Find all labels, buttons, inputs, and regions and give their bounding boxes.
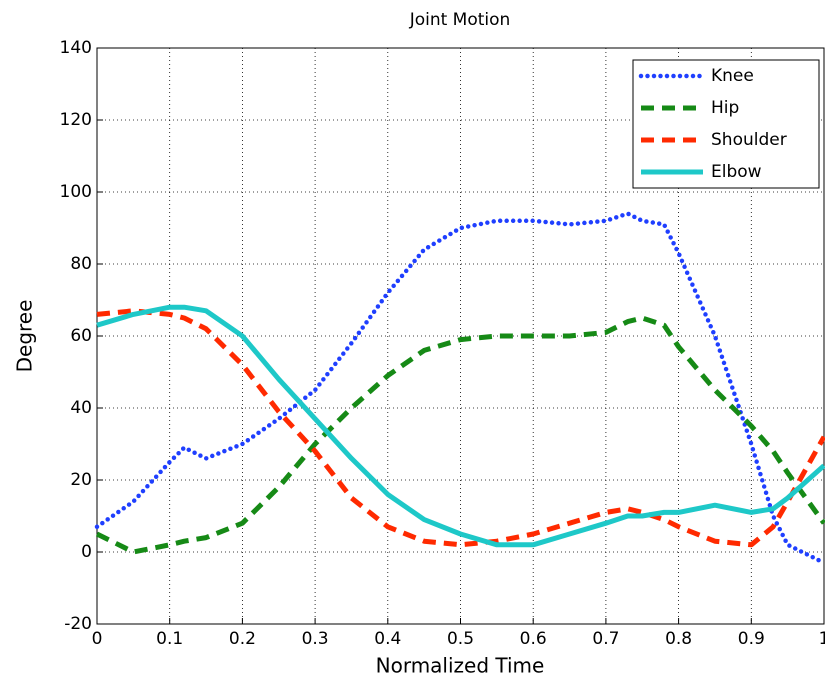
- data-line: [94, 211, 825, 566]
- legend-label: Elbow: [711, 162, 762, 182]
- y-tick-label: 20: [70, 470, 92, 490]
- y-tick-label: 140: [60, 38, 92, 58]
- data-line: [96, 308, 825, 548]
- legend-label: Hip: [711, 98, 739, 118]
- x-tick-label: 1: [819, 629, 825, 649]
- y-tick-label: -20: [64, 614, 92, 634]
- y-tick-label: 100: [60, 182, 92, 202]
- x-tick-label: 0.7: [592, 629, 619, 649]
- x-tick-label: 0.3: [302, 629, 329, 649]
- y-tick-label: 120: [60, 110, 92, 130]
- x-tick-label: 0.4: [374, 629, 401, 649]
- plot-frame: [96, 47, 825, 625]
- chart-title: Joint Motion: [409, 10, 511, 30]
- legend-label: Shoulder: [711, 130, 787, 150]
- y-tick-label: 80: [70, 254, 92, 274]
- legend-box: [632, 59, 820, 189]
- x-tick-label: 0.1: [156, 629, 183, 649]
- y-tick-label: 0: [81, 542, 92, 562]
- y-tick-label: 60: [70, 326, 92, 346]
- x-tick-label: 0.8: [665, 629, 692, 649]
- y-tick-label: 40: [70, 398, 92, 418]
- x-tick-label: 0.9: [738, 629, 765, 649]
- data-line: [95, 315, 825, 555]
- x-tick-label: 0.6: [520, 629, 547, 649]
- y-axis-label: Degree: [13, 300, 37, 373]
- x-axis-label: Normalized Time: [376, 654, 545, 678]
- x-tick-label: 0.5: [447, 629, 474, 649]
- x-tick-label: 0: [92, 629, 103, 649]
- data-line: [96, 304, 825, 548]
- x-tick-label: 0.2: [229, 629, 256, 649]
- legend-label: Knee: [711, 66, 754, 86]
